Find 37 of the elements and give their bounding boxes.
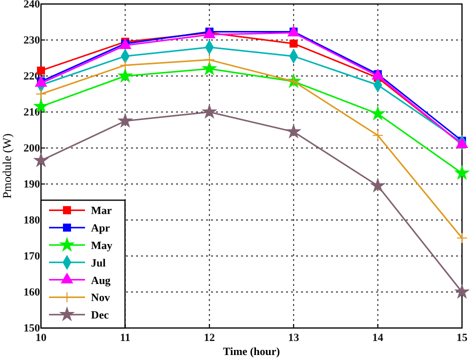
point: [118, 68, 132, 82]
x-tick-label: 12: [204, 332, 216, 344]
legend-label: Mar: [91, 205, 112, 218]
x-tick-label: 11: [120, 332, 130, 344]
legend-label: Dec: [91, 310, 109, 322]
point: [202, 104, 216, 118]
point: [286, 124, 300, 138]
point: [290, 40, 298, 48]
y-tick-label: 190: [24, 178, 40, 191]
y-tick-label: 240: [24, 0, 40, 11]
y-tick-label: 180: [24, 214, 40, 227]
x-axis-title: Time (hour): [223, 346, 280, 358]
y-tick-label: 200: [24, 142, 40, 155]
point: [36, 88, 46, 100]
point: [456, 232, 468, 244]
y-tick-label: 170: [24, 250, 40, 263]
y-tick-label: 160: [24, 286, 40, 299]
legend-label: Apr: [91, 222, 110, 235]
point: [370, 106, 385, 120]
point: [204, 54, 215, 66]
point: [118, 114, 132, 127]
x-tick-label: 13: [288, 332, 300, 344]
point: [370, 178, 385, 192]
point: [455, 166, 469, 180]
y-axis-title: Pmodule (W): [0, 134, 14, 198]
legend-label: Aug: [91, 274, 112, 287]
point: [120, 60, 131, 71]
x-tick-label: 15: [456, 332, 468, 344]
point: [372, 130, 384, 141]
legend-label: Jul: [91, 257, 106, 270]
point: [455, 284, 469, 298]
legend-label: Nov: [91, 292, 110, 304]
legend-label: May: [91, 240, 113, 252]
point: [202, 62, 216, 75]
x-tick-label: 14: [372, 332, 384, 344]
y-tick-label: 230: [24, 34, 40, 47]
point: [34, 153, 48, 166]
